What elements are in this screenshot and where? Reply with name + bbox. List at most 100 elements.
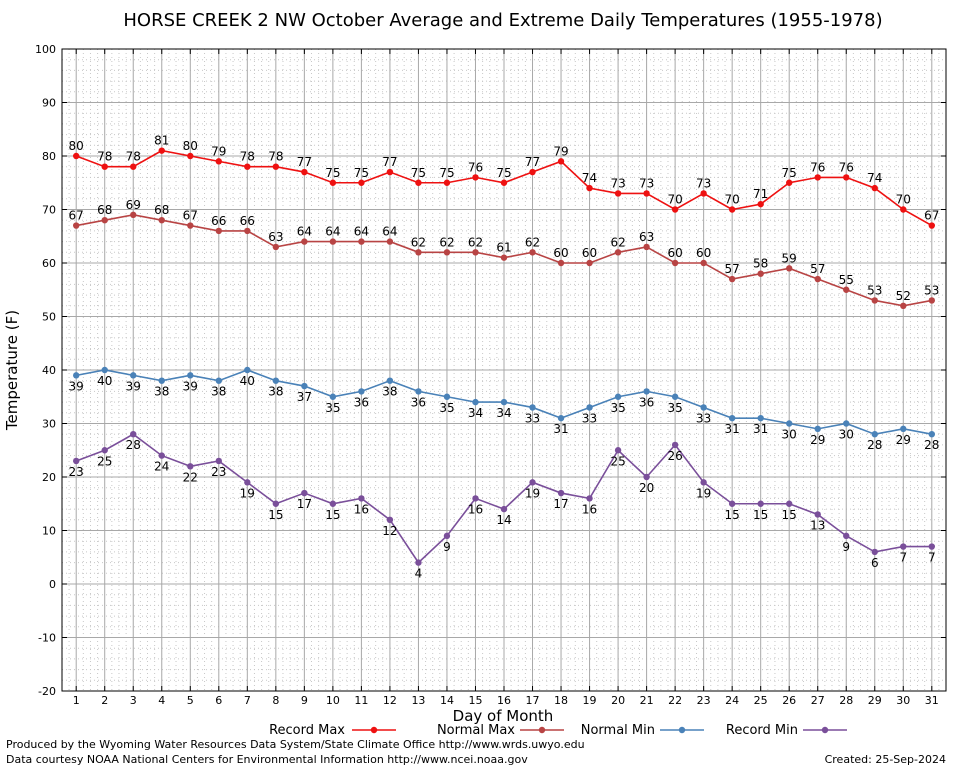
x-tick-label: 24: [725, 694, 739, 707]
data-label: 39: [126, 379, 141, 393]
data-label: 15: [753, 508, 768, 522]
x-tick-label: 4: [158, 694, 165, 707]
x-tick-label: 6: [215, 694, 222, 707]
data-label: 79: [553, 144, 568, 158]
data-point: [329, 500, 337, 507]
data-point: [814, 174, 821, 181]
data-label: 33: [582, 411, 597, 425]
data-point: [386, 168, 394, 176]
data-label: 58: [753, 257, 768, 271]
legend-item: Normal Max: [437, 723, 564, 738]
data-label: 68: [97, 203, 112, 217]
y-axis-label: Temperature (F): [3, 310, 21, 431]
data-label: 73: [610, 176, 625, 190]
data-label: 31: [725, 422, 740, 436]
data-point: [757, 270, 764, 277]
x-tick-label: 5: [187, 694, 194, 707]
data-label: 15: [325, 508, 340, 522]
data-point: [928, 431, 935, 438]
data-label: 19: [240, 486, 255, 500]
x-tick-label: 30: [896, 694, 910, 707]
data-label: 52: [896, 289, 911, 303]
data-label: 74: [867, 171, 882, 185]
data-label: 67: [183, 209, 198, 223]
data-label: 62: [411, 235, 426, 249]
data-point: [871, 297, 878, 304]
data-label: 62: [610, 235, 625, 249]
data-point: [586, 404, 593, 411]
data-point: [101, 163, 108, 170]
data-point: [928, 297, 935, 304]
data-point: [871, 431, 878, 438]
data-point: [187, 372, 194, 379]
data-label: 35: [610, 401, 625, 415]
data-point: [329, 238, 337, 245]
data-point: [301, 238, 308, 245]
data-point: [700, 259, 707, 267]
data-label: 36: [354, 395, 369, 409]
data-point: [843, 532, 850, 540]
series-record-max: 80 78 78 81 80 79 78 78 77 75 75 77 75 75 76 75 77 79 74 73…: [69, 134, 939, 229]
data-label: 17: [297, 497, 312, 511]
data-point: [272, 163, 280, 170]
data-point: [814, 425, 821, 433]
data-label: 80: [183, 139, 198, 153]
data-point: [386, 377, 394, 384]
data-label: 59: [782, 251, 797, 265]
data-point: [187, 152, 194, 160]
data-label: 76: [810, 160, 825, 174]
x-tick-label: 14: [440, 694, 454, 707]
data-point: [215, 457, 222, 465]
legend-item: Record Min: [726, 723, 847, 738]
x-tick-label: 9: [301, 694, 308, 707]
data-label: 39: [183, 379, 198, 393]
legend-marker: [678, 726, 686, 734]
data-label: 75: [354, 166, 369, 180]
data-label: 7: [899, 551, 907, 565]
data-point: [843, 286, 850, 293]
data-label: 57: [725, 262, 740, 276]
data-point: [215, 377, 222, 384]
data-label: 71: [753, 187, 768, 201]
data-point: [358, 179, 365, 186]
data-point: [158, 217, 165, 224]
data-point: [215, 227, 222, 235]
data-point: [272, 377, 280, 384]
legend-label: Record Max: [269, 723, 345, 738]
data-point: [244, 227, 251, 235]
data-point: [843, 420, 850, 427]
data-label: 77: [297, 155, 312, 169]
x-tick-label: 10: [326, 694, 340, 707]
data-label: 15: [782, 508, 797, 522]
data-label: 39: [69, 379, 84, 393]
data-point: [557, 489, 565, 497]
data-point: [130, 211, 137, 219]
data-point: [244, 163, 251, 170]
data-label: 38: [211, 385, 226, 399]
data-label: 60: [553, 246, 568, 260]
data-point: [614, 249, 622, 256]
data-label: 33: [525, 411, 540, 425]
data-label: 73: [639, 176, 654, 190]
data-label: 19: [525, 486, 540, 500]
data-point: [472, 398, 479, 406]
legend-item: Normal Min: [581, 723, 704, 738]
data-point: [786, 420, 793, 427]
data-point: [301, 168, 308, 176]
data-label: 64: [297, 225, 312, 239]
data-label: 36: [639, 395, 654, 409]
data-label: 16: [582, 502, 597, 516]
data-label: 75: [496, 166, 511, 180]
data-label: 63: [268, 230, 283, 244]
data-point: [500, 179, 508, 186]
data-point: [472, 495, 479, 502]
data-point: [500, 505, 508, 513]
data-point: [358, 388, 365, 395]
data-label: 75: [411, 166, 426, 180]
data-point: [614, 190, 622, 197]
data-point: [158, 452, 165, 459]
legend-marker: [821, 726, 829, 734]
data-label: 23: [69, 465, 84, 479]
data-label: 9: [443, 540, 451, 554]
